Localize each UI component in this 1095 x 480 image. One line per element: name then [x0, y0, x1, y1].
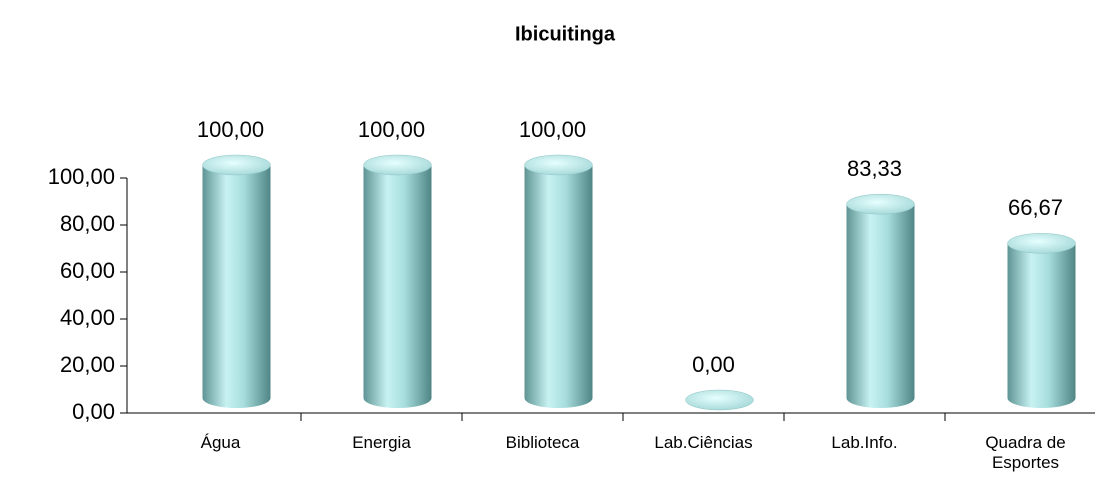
bar [524, 154, 593, 408]
y-tick-label: 60,00 [60, 258, 115, 283]
y-tick-label: 80,00 [60, 211, 115, 236]
value-label: 0,00 [692, 352, 735, 377]
bar-body [524, 165, 593, 408]
y-tick-label: 40,00 [60, 305, 115, 330]
x-tick-label: Água [200, 433, 241, 452]
x-tick-label: Quadra de Esportes [985, 433, 1066, 472]
bar [685, 389, 754, 411]
bar-body [363, 165, 432, 408]
value-label: 100,00 [197, 117, 264, 142]
value-label: 83,33 [847, 156, 902, 181]
y-tick-label: 0,00 [72, 399, 115, 424]
value-label: 100,00 [358, 117, 425, 142]
y-tick-label: 100,00 [48, 164, 115, 189]
value-label: 100,00 [519, 117, 586, 142]
bar [1007, 233, 1076, 408]
bar-top [524, 154, 593, 176]
bar-top [1007, 233, 1076, 254]
x-tick-label: Lab.Ciências [654, 433, 753, 452]
bar-top [202, 154, 271, 176]
y-tick-label: 20,00 [60, 352, 115, 377]
value-label: 66,67 [1008, 195, 1063, 220]
x-tick-label: Lab.Info. [831, 433, 898, 452]
bar-top [685, 389, 754, 411]
bar-body [1007, 243, 1076, 408]
bar [846, 193, 915, 408]
bar-body [202, 165, 271, 408]
bar-body [846, 204, 915, 408]
x-tick-label: Energia [352, 433, 411, 452]
bar-top [846, 193, 915, 215]
x-tick-label: Biblioteca [505, 433, 580, 452]
chart-title: Ibicuitinga [515, 23, 616, 45]
bar [363, 154, 432, 408]
bar-top [363, 154, 432, 176]
bar [202, 154, 271, 408]
